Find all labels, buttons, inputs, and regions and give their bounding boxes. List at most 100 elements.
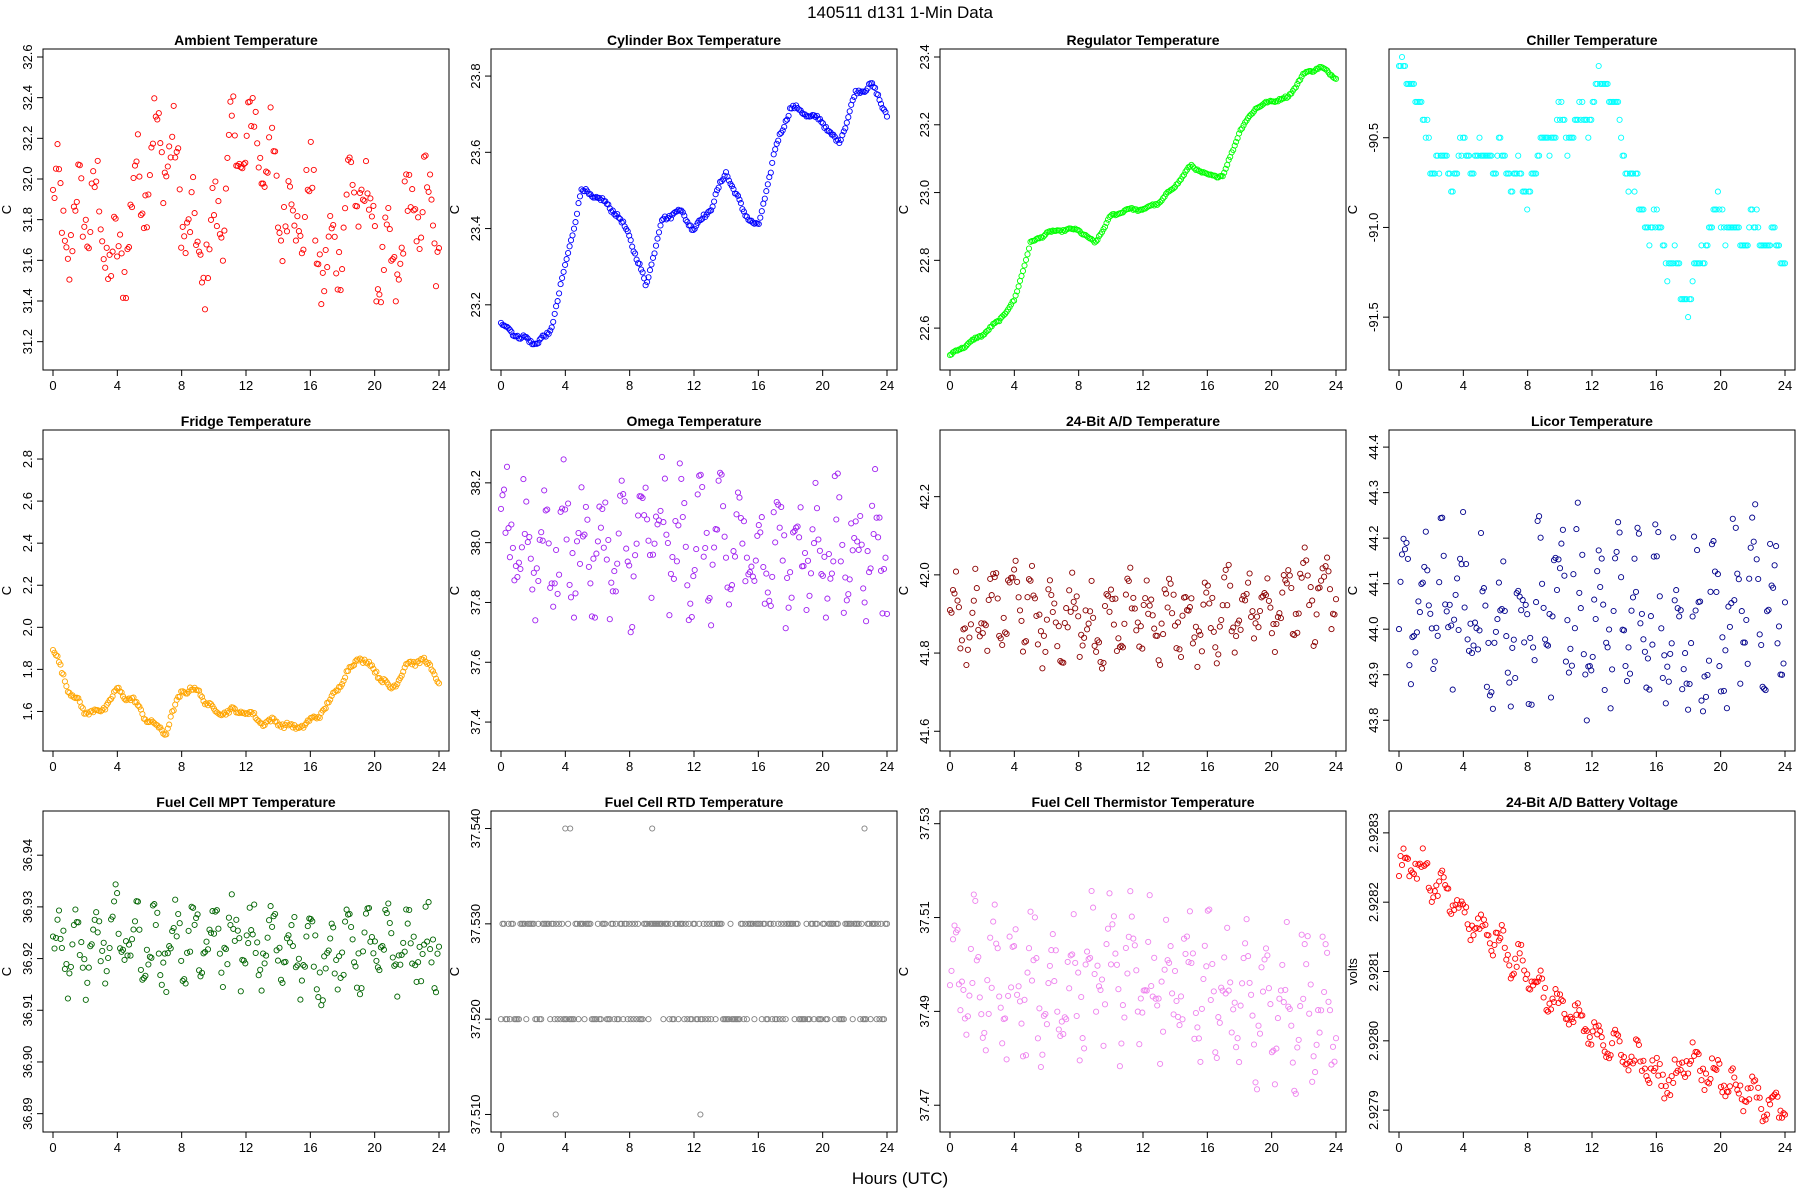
data-point bbox=[742, 578, 749, 585]
data-point bbox=[249, 931, 256, 938]
data-point bbox=[1188, 595, 1195, 602]
data-point bbox=[535, 577, 542, 585]
data-point bbox=[1310, 1053, 1317, 1060]
data-point bbox=[274, 957, 282, 964]
data-point bbox=[869, 80, 876, 87]
data-point bbox=[1591, 98, 1598, 105]
data-point bbox=[1246, 570, 1253, 577]
y-tick-label: 2.9283 bbox=[1366, 813, 1381, 853]
data-point bbox=[1088, 887, 1095, 895]
data-point bbox=[1104, 925, 1112, 932]
data-point bbox=[755, 220, 762, 228]
data-point bbox=[371, 938, 378, 945]
data-point bbox=[88, 707, 95, 714]
data-point bbox=[638, 266, 645, 273]
data-point bbox=[964, 1013, 971, 1020]
x-tick-label: 20 bbox=[1713, 378, 1727, 393]
data-point bbox=[737, 200, 744, 207]
data-point bbox=[1410, 870, 1417, 877]
data-point bbox=[697, 1111, 704, 1118]
data-point bbox=[99, 238, 106, 245]
data-point bbox=[1562, 658, 1569, 665]
data-point bbox=[432, 675, 440, 682]
data-point bbox=[872, 84, 879, 91]
data-point bbox=[1770, 1093, 1777, 1100]
plot-frame bbox=[939, 810, 1347, 1133]
data-point bbox=[840, 1016, 847, 1023]
data-point bbox=[394, 993, 401, 1000]
data-point bbox=[1128, 913, 1135, 920]
data-point bbox=[213, 907, 220, 914]
data-point bbox=[1066, 985, 1073, 992]
data-point bbox=[559, 505, 566, 512]
data-point bbox=[351, 959, 358, 966]
data-point bbox=[361, 197, 368, 204]
data-point bbox=[1261, 590, 1268, 597]
x-tick-label: 8 bbox=[1075, 1140, 1082, 1155]
data-point bbox=[1457, 555, 1464, 562]
data-point bbox=[327, 212, 334, 220]
data-point bbox=[1155, 995, 1162, 1002]
data-point bbox=[673, 558, 680, 565]
data-point bbox=[421, 941, 428, 948]
x-tick-label: 0 bbox=[497, 378, 504, 393]
y-tick-label: 38.0 bbox=[468, 530, 483, 555]
data-point bbox=[1547, 1006, 1555, 1013]
data-point bbox=[679, 513, 686, 521]
data-point bbox=[1146, 892, 1153, 899]
data-point bbox=[1000, 312, 1007, 319]
data-point bbox=[624, 1016, 631, 1023]
data-point bbox=[1494, 152, 1501, 159]
data-point bbox=[172, 154, 179, 161]
data-point bbox=[1024, 251, 1031, 258]
data-point bbox=[1682, 1073, 1689, 1081]
data-point bbox=[1758, 1105, 1765, 1113]
data-point bbox=[782, 625, 789, 632]
data-point bbox=[260, 722, 267, 730]
data-point bbox=[773, 140, 780, 147]
data-point bbox=[1406, 662, 1413, 669]
data-point bbox=[1714, 571, 1721, 578]
data-point bbox=[1764, 608, 1771, 615]
data-point bbox=[620, 1016, 627, 1023]
data-point bbox=[1750, 538, 1757, 545]
data-point bbox=[1483, 683, 1490, 690]
data-point bbox=[1616, 1038, 1623, 1045]
data-point bbox=[1075, 227, 1082, 234]
y-tick-label: -91.5 bbox=[1366, 302, 1381, 332]
data-point bbox=[193, 241, 200, 249]
data-point bbox=[1546, 152, 1553, 159]
data-point bbox=[163, 988, 170, 996]
data-point bbox=[1434, 892, 1441, 899]
data-point bbox=[1676, 613, 1683, 620]
data-point bbox=[863, 1016, 870, 1023]
data-point bbox=[657, 222, 664, 229]
data-point bbox=[1146, 602, 1153, 609]
data-point bbox=[1309, 1078, 1316, 1085]
data-point bbox=[1040, 233, 1047, 240]
data-point bbox=[1046, 962, 1053, 969]
y-tick-label: 37.540 bbox=[468, 809, 483, 849]
data-points bbox=[946, 887, 1340, 1097]
data-point bbox=[325, 947, 332, 954]
data-point bbox=[1421, 116, 1428, 123]
data-point bbox=[1243, 590, 1250, 598]
data-point bbox=[1079, 1035, 1086, 1042]
data-point bbox=[1729, 515, 1736, 522]
data-point bbox=[1255, 1022, 1262, 1029]
data-point bbox=[1110, 211, 1117, 218]
data-point bbox=[1057, 657, 1064, 665]
chart-title: Omega Temperature bbox=[626, 413, 761, 429]
data-point bbox=[1085, 620, 1092, 627]
data-point bbox=[779, 127, 786, 134]
data-point bbox=[383, 910, 390, 917]
data-point bbox=[575, 1016, 582, 1023]
data-point bbox=[1658, 224, 1665, 231]
data-point bbox=[266, 716, 273, 723]
data-point bbox=[990, 918, 997, 925]
data-point bbox=[1688, 1057, 1695, 1064]
data-point bbox=[1237, 626, 1244, 633]
data-point bbox=[877, 920, 885, 927]
data-point bbox=[300, 962, 307, 969]
data-point bbox=[556, 571, 563, 578]
